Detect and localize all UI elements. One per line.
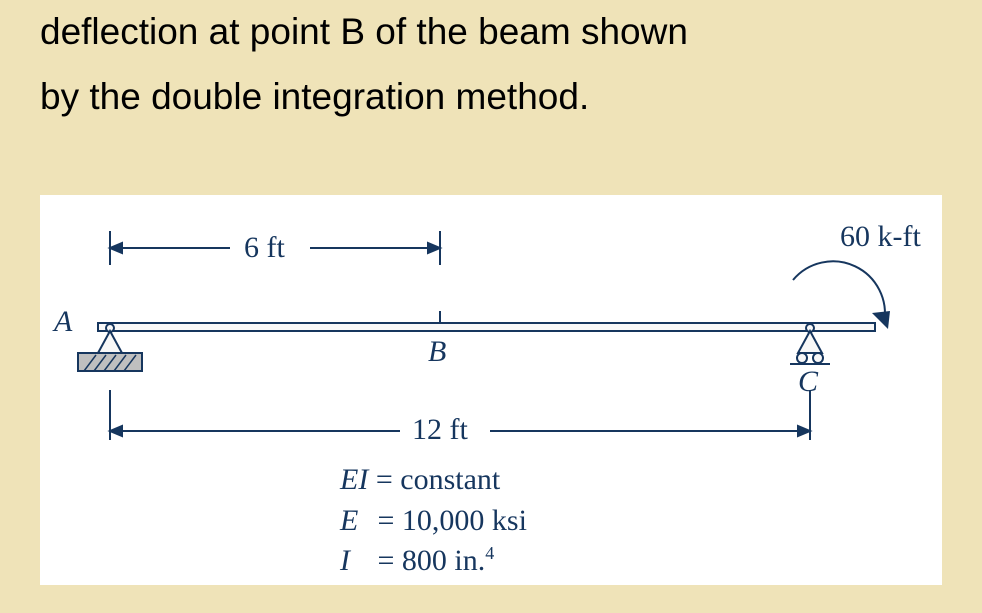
moment-label: 60 k-ft	[840, 220, 921, 254]
equations-block: EI = constant E = 10,000 ksi I = 800 in.…	[340, 460, 527, 582]
dim-6ft: 6 ft	[244, 231, 285, 265]
eq-E-rest: = 10,000 ksi	[378, 504, 527, 537]
eq-I-var: I	[340, 541, 370, 582]
prompt-line-2: by the double integration method.	[40, 76, 589, 117]
eq-I-rest: = 800 in.	[378, 544, 486, 577]
eq-I-exp: 4	[485, 543, 494, 563]
eq-EI: EI = constant	[340, 460, 527, 501]
dim-12ft: 12 ft	[412, 413, 468, 447]
beam-figure: A B C 6 ft 12 ft 60 k-ft EI = constant E…	[40, 195, 942, 585]
prompt-line-1: deflection at point B of the beam shown	[40, 11, 688, 52]
label-A: A	[54, 305, 72, 339]
eq-E: E = 10,000 ksi	[340, 501, 527, 542]
eq-E-var: E	[340, 501, 370, 542]
eq-EI-var: EI	[340, 463, 368, 496]
label-C: C	[798, 365, 818, 399]
moment-arc	[793, 261, 890, 329]
eq-I: I = 800 in.4	[340, 541, 527, 582]
label-B: B	[428, 335, 446, 369]
problem-prompt: deflection at point B of the beam shown …	[40, 0, 940, 130]
eq-EI-rest: = constant	[368, 463, 500, 496]
beam-rect	[98, 323, 875, 331]
